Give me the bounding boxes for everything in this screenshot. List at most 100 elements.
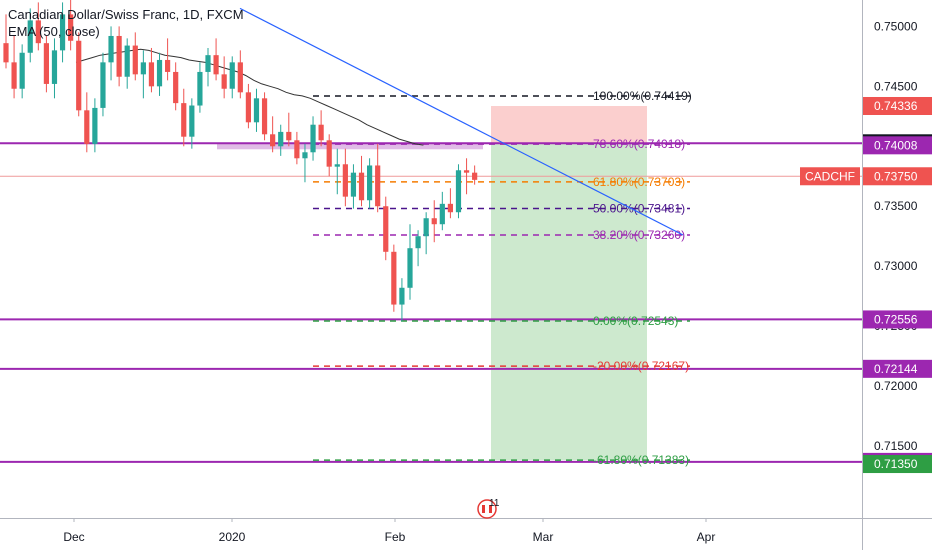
candle-body bbox=[447, 203, 453, 213]
price-tag-bg bbox=[863, 310, 932, 329]
candle-body bbox=[294, 140, 300, 159]
candle bbox=[84, 92, 90, 153]
stop-loss-zone bbox=[491, 105, 647, 145]
symbol-tag-label: CADCHF bbox=[805, 169, 855, 183]
candle-body bbox=[19, 52, 25, 89]
candle-body bbox=[463, 170, 470, 173]
candle-body bbox=[59, 14, 66, 51]
candle bbox=[59, 2, 66, 63]
candle bbox=[455, 164, 462, 219]
price-tick-label: 0.74500 bbox=[874, 79, 918, 93]
candle bbox=[261, 92, 268, 141]
fib-level-label: 61.80%(0.73703) bbox=[593, 175, 685, 189]
candle-body bbox=[100, 62, 106, 108]
candle bbox=[439, 191, 445, 231]
candle-body bbox=[375, 165, 381, 207]
candle-body bbox=[181, 103, 187, 137]
candle bbox=[19, 44, 25, 99]
candle bbox=[367, 158, 373, 209]
candle-body bbox=[35, 20, 41, 44]
price-tag-bg bbox=[863, 96, 932, 115]
candle-body bbox=[391, 251, 397, 305]
price-tag-label: 0.72556 bbox=[874, 312, 918, 326]
take-profit-zone bbox=[491, 144, 647, 461]
legend-indicator: EMA (50, close) bbox=[8, 24, 100, 39]
candle-body bbox=[43, 43, 49, 84]
price-tag-label: 0.74008 bbox=[874, 138, 918, 152]
candle-body bbox=[165, 59, 171, 72]
candle-body bbox=[415, 236, 421, 249]
candle bbox=[334, 148, 340, 195]
candle bbox=[342, 148, 348, 207]
legend-title: Canadian Dollar/Swiss Franc, 1D, FXCM bbox=[8, 7, 244, 22]
candle-body bbox=[148, 62, 155, 87]
candle bbox=[326, 134, 332, 177]
candle bbox=[116, 26, 122, 87]
candle-body bbox=[76, 40, 82, 111]
candle-body bbox=[245, 92, 251, 123]
price-tag: 0.71350 bbox=[863, 455, 932, 474]
time-tick-label: Mar bbox=[533, 530, 554, 544]
candle-body bbox=[439, 203, 445, 225]
candle bbox=[245, 83, 251, 129]
candle bbox=[472, 165, 478, 185]
candle bbox=[302, 143, 308, 183]
candle bbox=[358, 155, 365, 207]
fib-level-label: 0.00%(0.72543) bbox=[593, 314, 678, 328]
candle bbox=[463, 158, 470, 195]
price-tick-label: 0.72000 bbox=[874, 379, 918, 393]
candle-body bbox=[455, 170, 462, 213]
candle-body bbox=[173, 71, 179, 104]
candle bbox=[165, 38, 171, 81]
candle bbox=[391, 244, 397, 312]
candle-body bbox=[326, 140, 332, 167]
candle bbox=[156, 52, 163, 96]
candle bbox=[92, 98, 98, 153]
candle-body bbox=[229, 62, 235, 89]
candle-body bbox=[334, 164, 340, 167]
candle bbox=[3, 14, 9, 69]
candle-body bbox=[205, 55, 211, 72]
candle bbox=[415, 230, 421, 267]
candle bbox=[278, 124, 284, 156]
candle bbox=[294, 131, 300, 165]
candle bbox=[181, 88, 187, 147]
candle bbox=[148, 47, 155, 93]
price-tag: 0.73750 bbox=[863, 167, 932, 186]
time-tick-label: Apr bbox=[697, 530, 716, 544]
price-tick-label: 0.73500 bbox=[874, 199, 918, 213]
fib-level-label: 50.00%(0.73481) bbox=[593, 202, 685, 216]
candle-body bbox=[358, 172, 365, 201]
candle-body bbox=[350, 172, 357, 197]
candle-body bbox=[367, 165, 373, 201]
candle bbox=[310, 116, 316, 161]
event-count-label: 11 bbox=[489, 498, 500, 509]
candle bbox=[383, 196, 389, 261]
candle-body bbox=[27, 20, 33, 53]
candle bbox=[399, 278, 405, 322]
fib-level-label: -20.00%(0.72167) bbox=[593, 359, 689, 373]
price-tag-label: 0.73750 bbox=[874, 169, 918, 183]
trendline bbox=[239, 7, 684, 236]
candle-body bbox=[407, 248, 413, 288]
event-flag-center bbox=[485, 505, 489, 513]
candle-body bbox=[383, 206, 389, 252]
candle bbox=[270, 116, 276, 153]
candle bbox=[237, 50, 243, 99]
price-tag: 0.74336 bbox=[863, 96, 932, 115]
candle bbox=[213, 38, 219, 81]
candle bbox=[318, 110, 324, 147]
price-tag: 0.72556 bbox=[863, 310, 932, 329]
candle-body bbox=[278, 131, 284, 147]
candle-body bbox=[310, 124, 316, 153]
candle bbox=[76, 32, 82, 117]
candle-body bbox=[318, 124, 324, 141]
candle bbox=[205, 47, 211, 87]
candle-body bbox=[423, 218, 429, 237]
candle-body bbox=[237, 62, 243, 93]
price-tag-bg bbox=[863, 455, 932, 474]
candle bbox=[350, 164, 357, 209]
time-tick-label: Dec bbox=[63, 530, 84, 544]
